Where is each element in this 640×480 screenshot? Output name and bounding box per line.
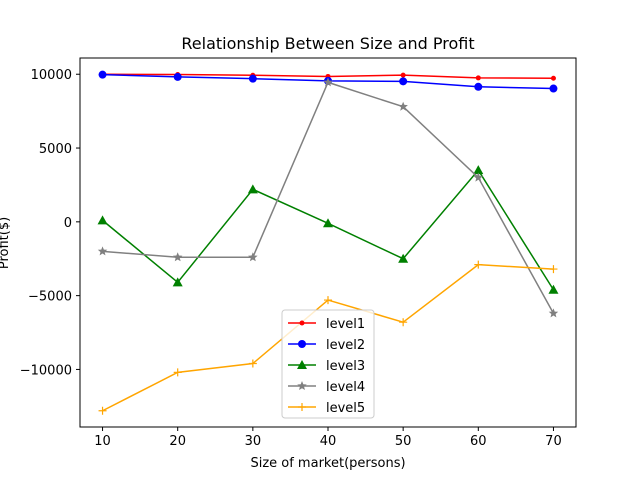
x-axis-label: Size of market(persons) [250, 456, 405, 471]
data-point-level2 [399, 77, 408, 86]
legend-marker-level1 [299, 320, 305, 326]
y-tick-label: 10000 [31, 68, 72, 83]
legend-marker-level3 [297, 360, 307, 369]
data-point-level4 [248, 252, 258, 262]
legend-label-level1: level1 [326, 317, 365, 332]
data-point-level5 [98, 406, 107, 415]
data-point-level3 [548, 284, 559, 294]
x-tick-label: 20 [169, 434, 186, 449]
series-level4 [97, 77, 559, 318]
y-tick-label: 5000 [39, 142, 72, 157]
data-point-level3 [473, 165, 484, 175]
x-tick-label: 70 [545, 434, 562, 449]
chart-title: Relationship Between Size and Profit [181, 34, 474, 53]
data-point-level3 [97, 215, 108, 225]
data-point-level1 [550, 75, 556, 81]
data-point-level4 [172, 252, 183, 262]
data-point-level1 [475, 75, 481, 81]
x-tick-label: 60 [470, 434, 487, 449]
data-point-level5 [549, 265, 558, 274]
data-point-level1 [400, 72, 406, 78]
data-point-level4 [473, 172, 484, 182]
data-point-level2 [98, 70, 107, 79]
legend-marker-level5 [298, 403, 306, 411]
data-point-level4 [548, 308, 559, 318]
legend-marker-level2 [298, 340, 306, 348]
data-point-level2 [474, 82, 483, 91]
legend-label-level5: level5 [326, 401, 365, 416]
series-line-level4 [102, 81, 555, 314]
data-point-level5 [474, 260, 483, 269]
data-point-level4 [323, 77, 333, 87]
y-axis-label: Profit($) [0, 217, 12, 269]
data-point-level3 [323, 218, 333, 228]
series-group [97, 70, 559, 415]
series-line-level3 [102, 168, 555, 291]
data-point-level3 [172, 277, 183, 287]
legend-box [281, 309, 375, 419]
data-point-level5 [324, 296, 332, 305]
data-point-level3 [398, 253, 409, 263]
data-point-level2 [248, 74, 257, 83]
x-tick-label: 50 [395, 434, 412, 449]
legend-label-level4: level4 [326, 380, 365, 395]
series-level3 [97, 165, 559, 294]
axis-ticks: 10 20 30 40 50 60 70 −10000 −5000 0 5000 10000 [20, 68, 562, 449]
data-point-level4 [97, 246, 108, 256]
data-point-level2 [173, 72, 182, 81]
legend-label-level3: level3 [326, 359, 365, 374]
data-point-level5 [248, 359, 257, 368]
legend: level1 level2 level3 level4 level5 [281, 309, 375, 419]
x-tick-label: 30 [245, 434, 262, 449]
y-tick-label: 0 [64, 216, 72, 231]
x-tick-label: 10 [94, 434, 111, 449]
legend-marker-level4 [297, 381, 307, 391]
legend-label-level2: level2 [326, 338, 365, 353]
y-tick-label: −5000 [28, 290, 72, 305]
data-point-level2 [549, 84, 558, 93]
y-tick-label: −10000 [20, 363, 72, 378]
data-point-level4 [398, 101, 408, 111]
x-tick-label: 40 [320, 434, 337, 449]
series-level5 [98, 260, 558, 415]
data-point-level5 [399, 318, 408, 327]
data-point-level3 [247, 184, 258, 194]
data-point-level5 [173, 368, 182, 377]
